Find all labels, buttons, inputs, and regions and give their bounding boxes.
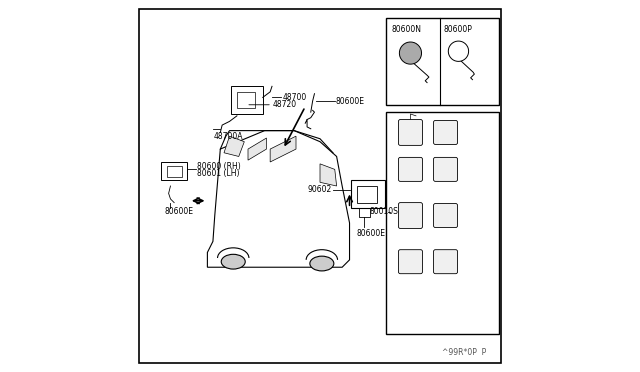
Bar: [387, 18, 499, 105]
Polygon shape: [207, 131, 349, 267]
Bar: [167, 166, 182, 177]
Bar: [357, 186, 377, 203]
FancyBboxPatch shape: [433, 157, 458, 182]
FancyBboxPatch shape: [399, 119, 422, 145]
Text: 80010S: 80010S: [370, 207, 399, 217]
Ellipse shape: [310, 256, 334, 271]
FancyBboxPatch shape: [399, 250, 422, 274]
Bar: [237, 92, 255, 109]
FancyBboxPatch shape: [433, 203, 458, 228]
Text: 80600N: 80600N: [392, 25, 422, 34]
Text: 80600P: 80600P: [444, 25, 472, 34]
Polygon shape: [248, 138, 266, 160]
Ellipse shape: [448, 41, 468, 61]
Text: 80600E: 80600E: [165, 207, 194, 217]
Text: 48700A: 48700A: [214, 132, 244, 141]
Text: 80600 (RH): 80600 (RH): [197, 162, 241, 171]
Polygon shape: [224, 136, 244, 157]
FancyBboxPatch shape: [399, 203, 422, 228]
Ellipse shape: [399, 42, 422, 64]
Text: ^99R*0P  P: ^99R*0P P: [442, 348, 486, 357]
Bar: [351, 180, 385, 208]
Bar: [161, 162, 187, 180]
Text: 80601 (LH): 80601 (LH): [197, 169, 239, 177]
Ellipse shape: [221, 254, 245, 269]
Polygon shape: [320, 164, 337, 186]
Text: 48700: 48700: [282, 93, 307, 102]
Bar: [387, 112, 499, 334]
FancyBboxPatch shape: [433, 250, 458, 274]
FancyBboxPatch shape: [399, 157, 422, 182]
Text: 80600E: 80600E: [336, 97, 365, 106]
Text: 80600E: 80600E: [357, 230, 386, 238]
Text: 90602: 90602: [308, 185, 332, 194]
Polygon shape: [270, 136, 296, 162]
Text: 48720: 48720: [273, 100, 297, 109]
FancyBboxPatch shape: [433, 121, 458, 144]
Bar: [232, 86, 263, 114]
